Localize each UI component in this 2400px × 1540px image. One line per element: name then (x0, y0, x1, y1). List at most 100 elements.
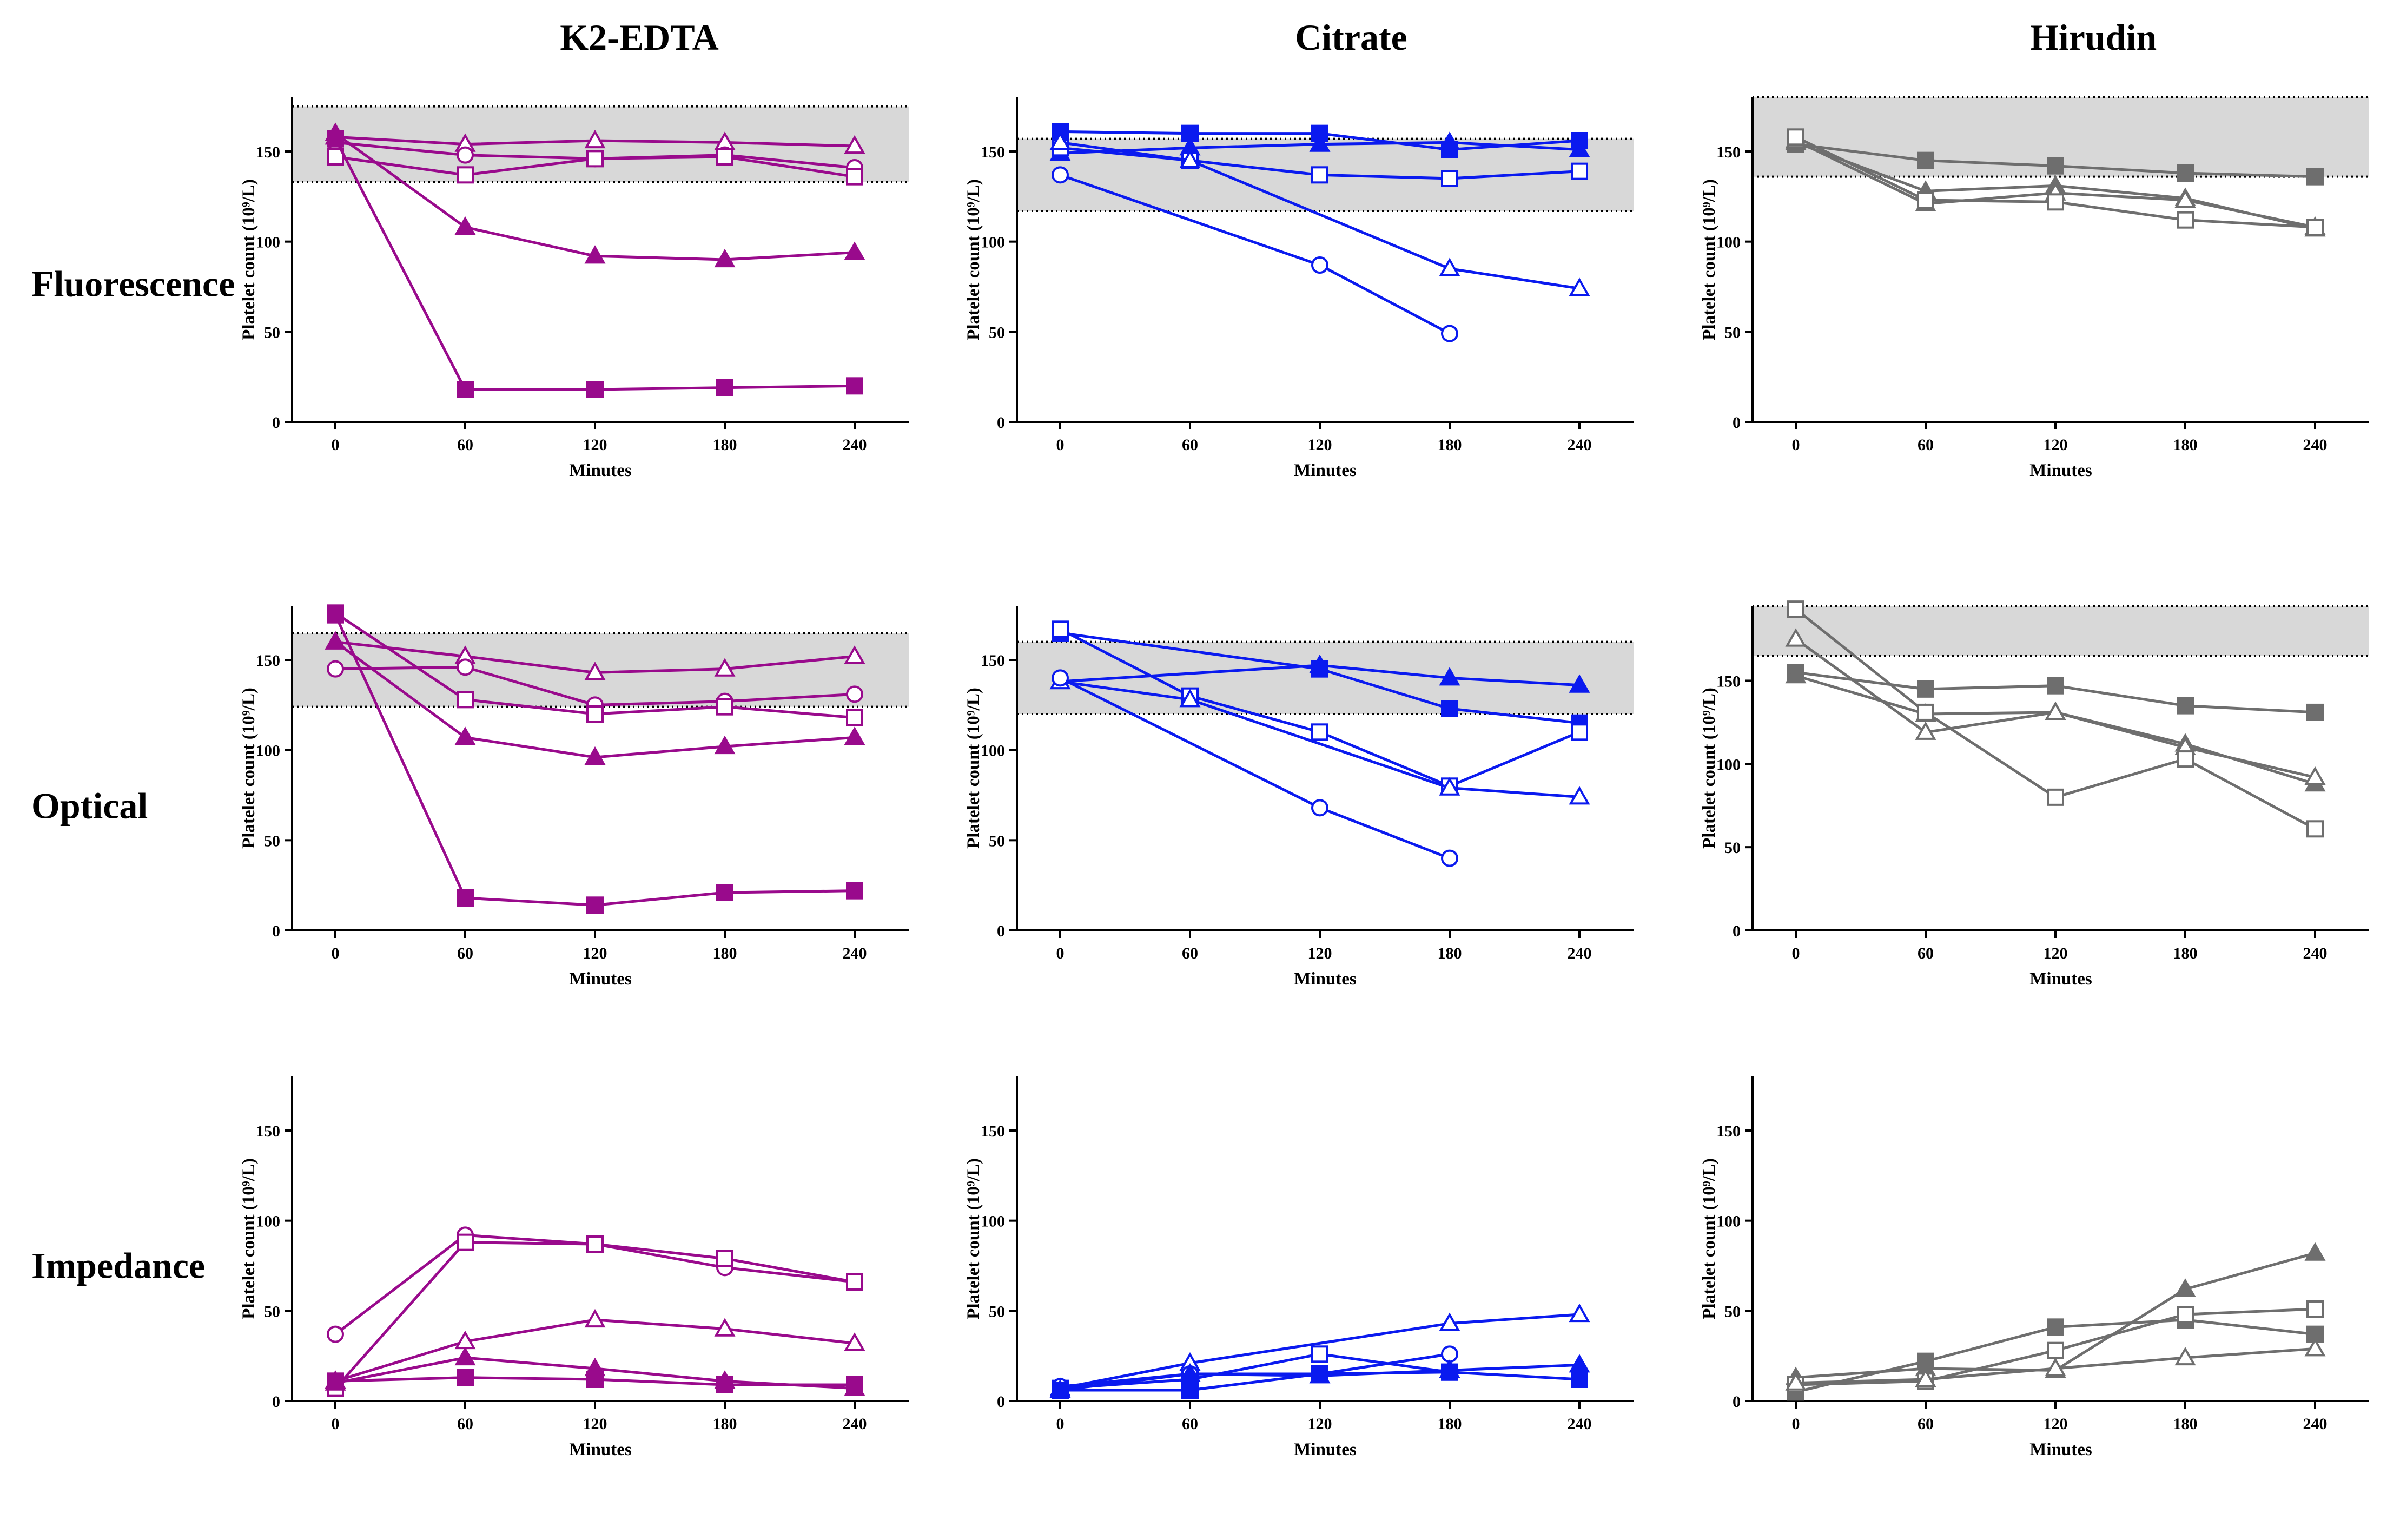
data-point (1052, 166, 1069, 184)
y-tick-label: 0 (997, 414, 1005, 432)
data-point (2177, 1306, 2194, 1323)
y-axis-label: Platelet count (10⁹/L) (964, 1158, 983, 1319)
data-point (2304, 766, 2326, 785)
data-point (457, 381, 474, 398)
data-point (1311, 660, 1328, 678)
data-point (2306, 168, 2324, 186)
data-point (2306, 219, 2324, 236)
series-filled-square (327, 130, 863, 398)
series-open-square (327, 148, 863, 186)
x-tick-label: 120 (1308, 944, 1332, 962)
data-point (1441, 325, 1458, 342)
data-point (1311, 256, 1328, 274)
x-tick-label: 240 (843, 436, 867, 454)
data-point (327, 1325, 344, 1343)
x-tick-label: 60 (457, 1415, 473, 1433)
y-tick-label: 150 (981, 143, 1005, 161)
x-tick-label: 180 (713, 436, 737, 454)
data-point (846, 709, 863, 726)
y-tick-label: 150 (256, 143, 280, 161)
data-point (846, 685, 863, 703)
data-point (846, 168, 863, 186)
data-point (1569, 138, 1590, 157)
data-point (1311, 723, 1328, 741)
data-point (716, 884, 733, 901)
x-tick-label: 180 (713, 1415, 737, 1433)
x-tick-label: 60 (457, 944, 473, 962)
y-tick-label: 0 (1733, 414, 1741, 432)
data-point (2177, 750, 2194, 768)
data-point (2174, 1278, 2196, 1297)
data-point (1052, 669, 1069, 687)
y-axis-label: Platelet count (10⁹/L) (239, 179, 259, 340)
data-point (2177, 211, 2194, 229)
data-point (1571, 1371, 1588, 1388)
data-point (327, 148, 344, 166)
data-point (2177, 697, 2194, 715)
y-tick-label: 100 (256, 1213, 280, 1231)
x-tick-label: 240 (2303, 1415, 2328, 1433)
y-tick-label: 0 (1733, 1393, 1741, 1411)
series-open-square (1787, 1300, 2324, 1393)
data-point (586, 150, 604, 168)
data-point (844, 1332, 865, 1351)
x-tick-label: 0 (332, 1415, 340, 1433)
data-point (457, 691, 474, 709)
data-point (586, 1235, 604, 1253)
data-point (457, 1233, 474, 1251)
y-axis-label: Platelet count (10⁹/L) (1700, 179, 1719, 340)
data-point (2177, 164, 2194, 182)
x-axis-label: Minutes (2029, 1440, 2092, 1459)
data-point (846, 1273, 863, 1291)
data-point (844, 241, 865, 260)
data-point (1179, 149, 1201, 168)
y-tick-label: 50 (264, 832, 280, 850)
data-point (846, 377, 863, 395)
data-point (1049, 131, 1071, 150)
x-tick-label: 60 (1918, 436, 1934, 454)
y-axis-label: Platelet count (10⁹/L) (1700, 688, 1719, 849)
x-tick-label: 120 (1308, 1415, 1332, 1433)
y-tick-label: 0 (272, 1393, 280, 1411)
data-point (1917, 151, 1934, 169)
series-line (1060, 664, 1580, 687)
y-tick-label: 100 (981, 742, 1005, 760)
data-point (1311, 166, 1328, 184)
y-tick-label: 50 (989, 832, 1005, 850)
data-point (2047, 157, 2064, 175)
data-point (584, 245, 606, 264)
series-filled-triangle (325, 122, 865, 268)
x-tick-label: 240 (1568, 1415, 1592, 1433)
data-point (586, 381, 604, 398)
y-tick-label: 50 (1724, 323, 1741, 341)
series-line (1060, 631, 1580, 725)
y-tick-label: 100 (256, 742, 280, 760)
y-tick-label: 150 (1716, 143, 1741, 161)
row-title-impedance: Impedance (31, 1245, 206, 1286)
reference-range-band (292, 633, 909, 707)
column-title-hirudin: Hirudin (2029, 17, 2157, 58)
chart-svg: 0 50 100 150 0 60 120 180 240 Minutes Platelet cou… (1700, 1076, 2369, 1459)
column-title-citrate: Citrate (1295, 17, 1407, 58)
data-point (1569, 277, 1590, 296)
x-axis-label: Minutes (2029, 461, 2092, 480)
data-point (2047, 1318, 2064, 1336)
chart-svg: 0 50 100 150 0 60 120 180 240 Minutes Platelet cou… (964, 1076, 1634, 1459)
data-point (2306, 1300, 2324, 1318)
y-tick-label: 50 (264, 1303, 280, 1320)
data-point (1917, 703, 1934, 721)
column-title-k2-edta: K2-EDTA (560, 17, 719, 58)
chart-svg: 0 50 100 150 0 60 120 180 240 Minutes Platelet cou… (1700, 600, 2369, 989)
data-point (2045, 1357, 2066, 1377)
x-tick-label: 180 (713, 944, 737, 962)
data-point (1785, 1372, 1807, 1391)
chart-fluorescence-citrate: 0 50 100 150 0 60 120 180 240 Minutes Platelet cou… (963, 81, 1655, 503)
y-tick-label: 50 (989, 323, 1005, 341)
series-open-circle (1052, 166, 1458, 342)
data-point (586, 896, 604, 914)
x-tick-label: 240 (1568, 944, 1592, 962)
x-axis-label: Minutes (1294, 969, 1357, 989)
data-point (1571, 162, 1588, 180)
chart-fluorescence-hirudin: 0 50 100 150 0 60 120 180 240 Minutes Platelet cou… (1698, 81, 2391, 503)
data-point (1439, 777, 1460, 796)
